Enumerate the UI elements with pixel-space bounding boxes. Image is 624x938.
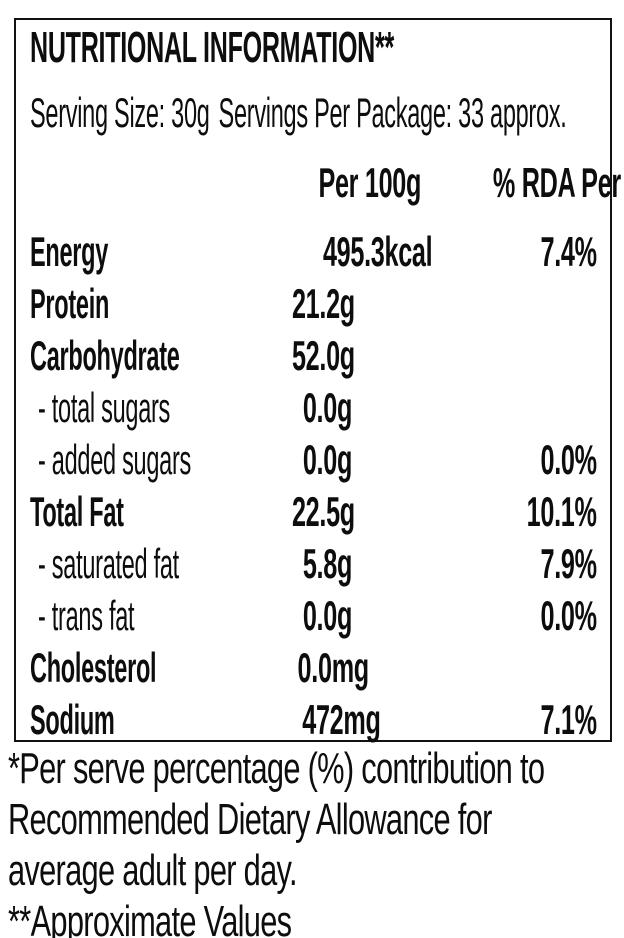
column-header-per-100g: Per 100g: [318, 159, 422, 206]
nutrient-label: Carbohydrate: [30, 332, 180, 379]
nutrition-label-box: NUTRITIONAL INFORMATION** Serving Size: …: [14, 18, 624, 743]
per-100g-value: 0.0g: [302, 436, 353, 483]
table-row-total-fat: Total Fat 22.5g 10.1%: [30, 486, 597, 538]
per-100g-value: 0.0g: [302, 384, 353, 431]
nutrient-label: Energy: [30, 228, 109, 275]
table-row-trans-fat: - trans fat 0.0g 0.0%: [30, 590, 597, 642]
rda-value: 7.4%: [540, 228, 598, 275]
nutrient-label: - trans fat: [38, 592, 135, 639]
rda-value: 0.0%: [540, 436, 598, 483]
footnotes: *Per serve percentage (%) contribution t…: [8, 744, 624, 938]
rda-value: 7.9%: [540, 540, 598, 587]
column-headers: Per 100g % RDA Per Serve*: [30, 158, 624, 208]
table-row-protein: Protein 21.2g: [30, 278, 597, 330]
table-row-added-sugars: - added sugars 0.0g 0.0%: [30, 434, 597, 486]
servings-per-package: Servings Per Package: 33 approx.: [218, 89, 567, 136]
nutrient-label: - saturated fat: [38, 540, 179, 587]
nutrient-label: Cholesterol: [30, 644, 157, 691]
serving-info: Serving Size: 30g Servings Per Package: 3…: [30, 88, 597, 148]
footnote-line-4: **Approximate Values: [8, 897, 292, 938]
per-100g-value: 52.0g: [291, 332, 355, 379]
per-100g-value: 472mg: [302, 696, 381, 743]
table-row-saturated-fat: - saturated fat 5.8g 7.9%: [30, 538, 597, 590]
table-row-cholesterol: Cholesterol 0.0mg: [30, 642, 597, 694]
rda-value: 0.0%: [540, 592, 598, 639]
per-100g-value: 495.3kcal: [322, 228, 433, 275]
rda-value: 7.1%: [540, 696, 598, 743]
nutrient-label: - added sugars: [38, 436, 191, 483]
serving-size: Serving Size: 30g: [30, 89, 210, 136]
per-100g-value: 5.8g: [302, 540, 353, 587]
table-row-total-sugars: - total sugars 0.0g: [30, 382, 597, 434]
label-title-line: NUTRITIONAL INFORMATION**: [30, 26, 597, 80]
nutrient-label: Protein: [30, 280, 110, 327]
nutrient-label: Sodium: [30, 696, 115, 743]
column-header-rda-per-serve: % RDA Per Serve*: [492, 159, 624, 206]
rda-value: 10.1%: [527, 488, 597, 535]
label-title: NUTRITIONAL INFORMATION**: [30, 23, 394, 72]
per-100g-value: 0.0g: [302, 592, 353, 639]
nutrient-table: Energy 495.3kcal 7.4% Protein 21.2g Carb…: [30, 226, 597, 746]
footnote-line-3: average adult per day.: [8, 846, 298, 895]
nutrient-label: Total Fat: [30, 488, 124, 535]
per-100g-value: 21.2g: [291, 280, 355, 327]
footnote-line-2: Recommended Dietary Allowance for: [8, 795, 492, 844]
table-row-carbohydrate: Carbohydrate 52.0g: [30, 330, 597, 382]
per-100g-value: 0.0mg: [297, 644, 370, 691]
table-row-energy: Energy 495.3kcal 7.4%: [30, 226, 597, 278]
table-row-sodium: Sodium 472mg 7.1%: [30, 694, 597, 746]
per-100g-value: 22.5g: [291, 488, 355, 535]
nutrient-label: - total sugars: [38, 384, 171, 431]
footnote-line-1: *Per serve percentage (%) contribution t…: [8, 744, 545, 793]
